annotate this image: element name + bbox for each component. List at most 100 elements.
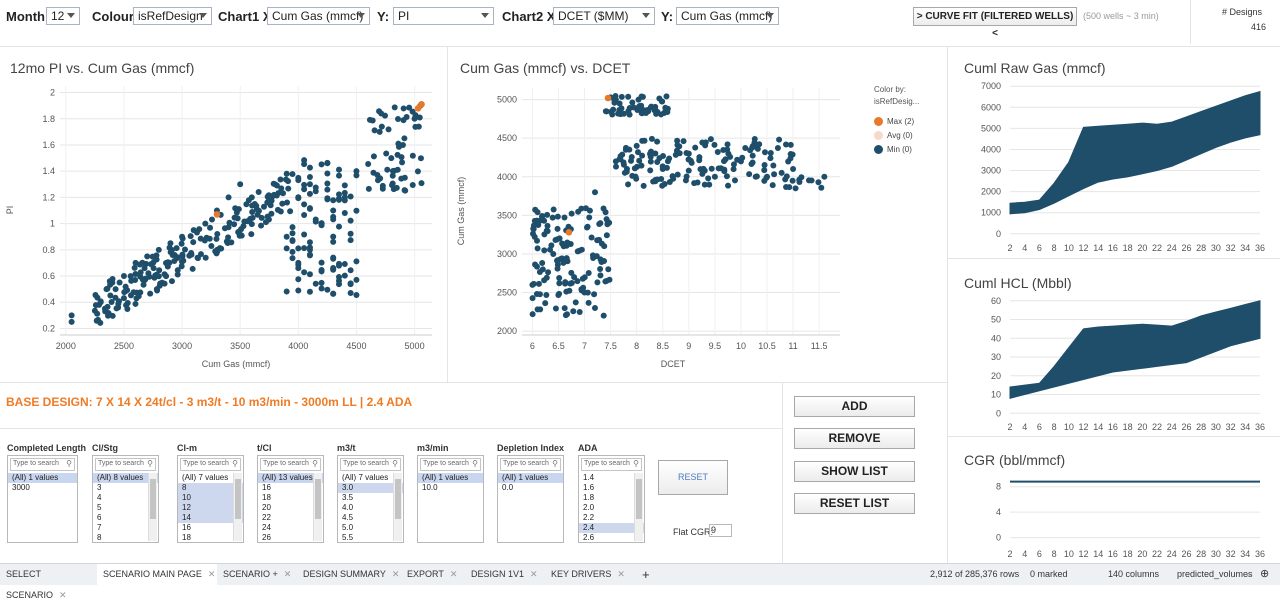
data-point-highlight[interactable] — [418, 101, 425, 108]
data-point[interactable] — [414, 168, 421, 175]
flat-cgr-input[interactable]: 9 — [709, 524, 732, 537]
data-point[interactable] — [306, 239, 313, 246]
add-button[interactable]: ADD — [794, 396, 915, 417]
data-point[interactable] — [341, 182, 348, 189]
close-icon[interactable]: ✕ — [449, 569, 458, 579]
filter-item[interactable]: 8 — [178, 483, 243, 493]
data-point[interactable] — [233, 209, 240, 216]
data-point[interactable] — [561, 214, 568, 221]
data-point[interactable] — [401, 135, 408, 142]
data-point[interactable] — [701, 181, 708, 188]
data-point[interactable] — [685, 167, 692, 174]
data-point[interactable] — [742, 145, 749, 152]
data-point[interactable] — [576, 309, 583, 316]
data-point[interactable] — [275, 190, 282, 197]
data-point[interactable] — [301, 269, 308, 276]
data-point[interactable] — [715, 165, 722, 172]
data-point[interactable] — [544, 222, 551, 229]
chart1y-select[interactable]: PI — [393, 7, 494, 25]
data-point[interactable] — [306, 252, 313, 259]
data-point[interactable] — [761, 177, 768, 184]
filter-search-input[interactable]: Type to search ⚲ — [180, 458, 241, 471]
filter-list[interactable]: Type to search ⚲ (All) 1 values 3000 — [7, 455, 78, 543]
data-point[interactable] — [556, 280, 563, 287]
data-point[interactable] — [336, 172, 342, 179]
data-point[interactable] — [602, 278, 609, 285]
data-point[interactable] — [605, 266, 612, 273]
data-point[interactable] — [295, 276, 302, 283]
chart1-scatter[interactable]: 0.2 0.4 0.6 0.8 1 1.2 1.4 1.6 1.8 2 2000 2500 3000 35… — [0, 78, 446, 380]
data-point[interactable] — [534, 245, 541, 252]
data-point[interactable] — [235, 229, 242, 236]
remove-button[interactable]: REMOVE — [794, 428, 915, 449]
data-point[interactable] — [324, 180, 331, 187]
data-point[interactable] — [388, 155, 395, 162]
data-point[interactable] — [572, 299, 579, 306]
data-point[interactable] — [674, 171, 681, 178]
data-point[interactable] — [347, 230, 354, 237]
data-point[interactable] — [543, 292, 550, 299]
data-point[interactable] — [670, 175, 677, 182]
data-point[interactable] — [155, 246, 162, 253]
data-point[interactable] — [258, 214, 265, 221]
scrollbar-thumb[interactable] — [150, 479, 156, 519]
chart2x-select[interactable]: DCET ($MM) — [553, 7, 655, 25]
data-point[interactable] — [554, 265, 561, 272]
data-point[interactable] — [749, 143, 756, 150]
filter-item[interactable]: 1.6 — [583, 483, 595, 492]
data-point[interactable] — [560, 259, 567, 266]
data-point[interactable] — [403, 113, 410, 120]
data-point[interactable] — [318, 285, 325, 292]
data-point[interactable] — [593, 253, 600, 260]
scrollbar-thumb[interactable] — [395, 479, 401, 519]
data-point[interactable] — [341, 197, 348, 204]
data-point[interactable] — [68, 318, 75, 325]
data-point[interactable] — [625, 181, 632, 188]
legend-item[interactable]: Min (0) — [874, 142, 946, 156]
data-point[interactable] — [202, 254, 209, 261]
filter-item[interactable]: (All) 7 values — [342, 473, 389, 482]
data-point[interactable] — [306, 181, 313, 188]
data-point[interactable] — [692, 144, 699, 151]
data-point[interactable] — [330, 254, 337, 261]
filter-item[interactable]: 3000 — [12, 483, 30, 492]
data-point[interactable] — [112, 286, 119, 293]
scrollbar[interactable] — [313, 473, 322, 541]
data-point[interactable] — [194, 255, 201, 262]
filter-search-input[interactable]: Type to search ⚲ — [260, 458, 321, 471]
data-point[interactable] — [289, 237, 296, 244]
data-point[interactable] — [178, 258, 185, 265]
data-point[interactable] — [399, 159, 406, 166]
scrollbar[interactable] — [233, 473, 242, 541]
data-point[interactable] — [730, 161, 737, 168]
data-point[interactable] — [255, 188, 262, 195]
data-point[interactable] — [306, 174, 313, 181]
data-point[interactable] — [330, 238, 337, 245]
data-point[interactable] — [143, 260, 150, 267]
data-point[interactable] — [642, 109, 649, 116]
data-point[interactable] — [821, 173, 828, 180]
filter-search-input[interactable]: Type to search ⚲ — [95, 458, 156, 471]
data-point[interactable] — [634, 149, 641, 156]
data-point[interactable] — [570, 308, 577, 315]
data-point[interactable] — [301, 181, 308, 188]
data-point[interactable] — [295, 177, 302, 184]
data-point[interactable] — [658, 175, 665, 182]
data-point[interactable] — [597, 265, 604, 272]
data-point[interactable] — [562, 279, 569, 286]
data-point[interactable] — [598, 259, 605, 266]
close-icon[interactable]: ✕ — [283, 569, 292, 579]
data-point[interactable] — [652, 150, 659, 157]
data-point[interactable] — [601, 243, 608, 250]
data-point[interactable] — [554, 213, 561, 220]
data-point[interactable] — [529, 295, 536, 302]
data-point[interactable] — [659, 163, 666, 170]
chart1x-select[interactable]: Cum Gas (mmcf) — [267, 7, 370, 25]
data-point[interactable] — [189, 265, 196, 272]
filter-item[interactable]: 5.0 — [342, 523, 354, 532]
scrollbar-thumb[interactable] — [315, 479, 321, 519]
data-point[interactable] — [417, 155, 424, 162]
reset-list-button[interactable]: RESET LIST — [794, 493, 915, 514]
data-point[interactable] — [787, 141, 794, 148]
